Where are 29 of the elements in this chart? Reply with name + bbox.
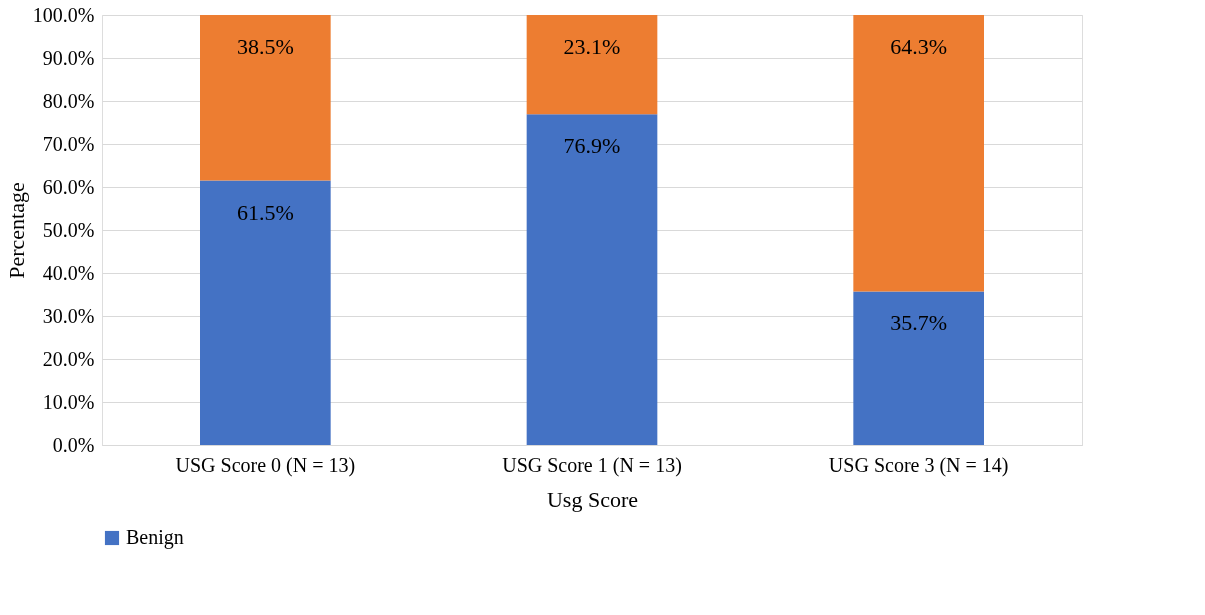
y-tick-label: 0.0% (52, 433, 95, 456)
bar (200, 15, 331, 181)
data-label: 23.1% (563, 34, 621, 59)
data-label: 64.3% (890, 34, 948, 59)
y-tick-label: 30.0% (42, 304, 95, 327)
y-tick-label: 100.0% (32, 3, 95, 26)
y-tick-label: 20.0% (42, 347, 95, 370)
y-axis-title: Percentage (3, 182, 29, 279)
bar (526, 15, 658, 115)
y-tick-label: 60.0% (42, 175, 95, 198)
bar (853, 15, 984, 292)
y-tick-label: 80.0% (42, 89, 95, 112)
bar (200, 180, 331, 445)
data-label: 35.7% (890, 310, 948, 336)
legend-label: Benign (126, 526, 184, 549)
y-tick-label: 50.0% (42, 218, 95, 241)
x-axis-title: Usg Score (546, 486, 639, 512)
bar (526, 114, 658, 445)
bar (853, 291, 984, 445)
data-label: 76.9% (563, 133, 621, 159)
data-label: 61.5% (236, 199, 294, 225)
x-tick-label: USG Score 3 (N = 14) (828, 453, 1009, 477)
y-tick-label: 70.0% (42, 132, 95, 155)
y-tick-label: 10.0% (42, 390, 95, 413)
data-label: 38.5% (236, 34, 294, 59)
y-tick-label: 40.0% (42, 261, 95, 284)
x-tick-label: USG Score 0 (N = 13) (175, 453, 356, 477)
y-tick-label: 90.0% (42, 46, 95, 69)
x-tick-label: USG Score 1 (N = 13) (502, 453, 682, 477)
